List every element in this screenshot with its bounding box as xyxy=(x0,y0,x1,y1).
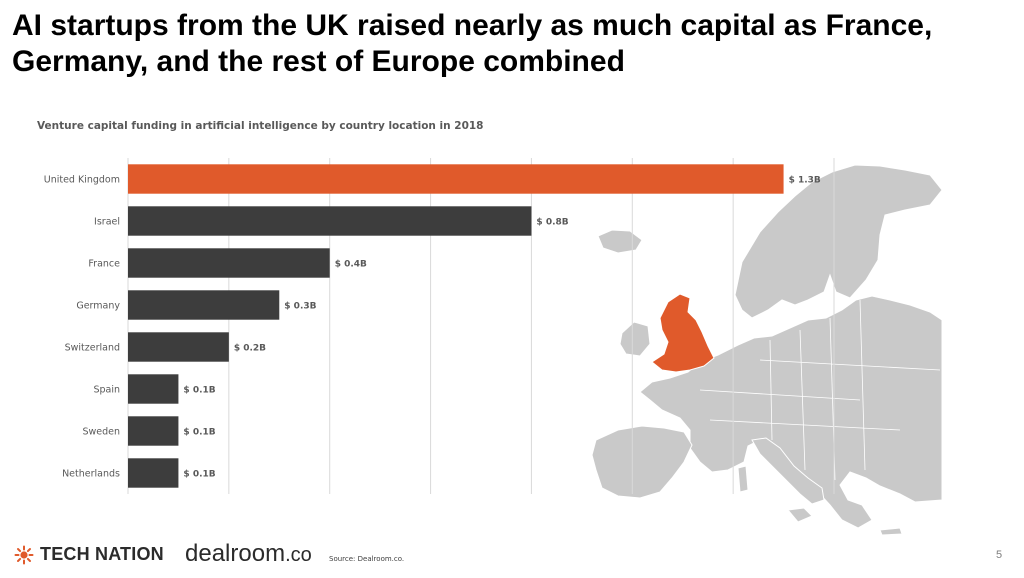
bar-germany xyxy=(128,290,280,320)
category-label: Israel xyxy=(94,217,120,228)
data-label: $ 0.1B xyxy=(183,470,215,480)
bar-united-kingdom xyxy=(128,164,784,194)
data-label: $ 0.8B xyxy=(536,218,568,228)
dealroom-logo: dealroom.co xyxy=(185,540,312,568)
map-iceland xyxy=(597,229,643,254)
data-label: $ 0.2B xyxy=(234,344,266,354)
data-label: $ 1.3B xyxy=(789,176,821,186)
category-label: Switzerland xyxy=(65,343,120,354)
map-scandinavia xyxy=(734,164,943,319)
bar-switzerland xyxy=(128,332,229,362)
headline: AI startups from the UK raised nearly as… xyxy=(12,9,933,78)
map-mainland xyxy=(639,295,943,529)
tech-nation-sun-icon xyxy=(14,545,34,564)
bar-israel xyxy=(128,206,532,236)
map-sardinia xyxy=(737,465,749,493)
category-label: Germany xyxy=(76,301,120,312)
data-label: $ 0.1B xyxy=(183,428,215,438)
map-united-kingdom xyxy=(651,293,715,373)
category-label: Sweden xyxy=(82,427,120,438)
tech-nation-text: TECH NATION xyxy=(40,544,164,564)
dealroom-suffix: .co xyxy=(285,544,312,566)
bar-spain xyxy=(128,374,179,404)
page-number: 5 xyxy=(996,549,1003,561)
data-label: $ 0.1B xyxy=(183,386,215,396)
bar-netherlands xyxy=(128,458,179,488)
chart-title: Venture capital funding in artificial in… xyxy=(37,120,484,132)
map-italy xyxy=(751,437,825,505)
source-note: Source: Dealroom.co. xyxy=(329,555,405,563)
map-crete xyxy=(879,527,903,536)
data-label: $ 0.4B xyxy=(335,260,367,270)
map-ireland xyxy=(619,321,651,357)
dealroom-name: dealroom xyxy=(185,540,286,567)
category-label: Netherlands xyxy=(62,469,120,480)
tech-nation-logo: TECH NATION xyxy=(14,544,164,565)
category-label: Spain xyxy=(93,385,120,396)
bar-france xyxy=(128,248,330,278)
bar-sweden xyxy=(128,416,179,446)
data-label: $ 0.3B xyxy=(284,302,316,312)
category-label: United Kingdom xyxy=(44,175,120,186)
category-label: France xyxy=(88,259,120,270)
map-sicily xyxy=(787,507,813,523)
map-iberia xyxy=(591,425,693,499)
